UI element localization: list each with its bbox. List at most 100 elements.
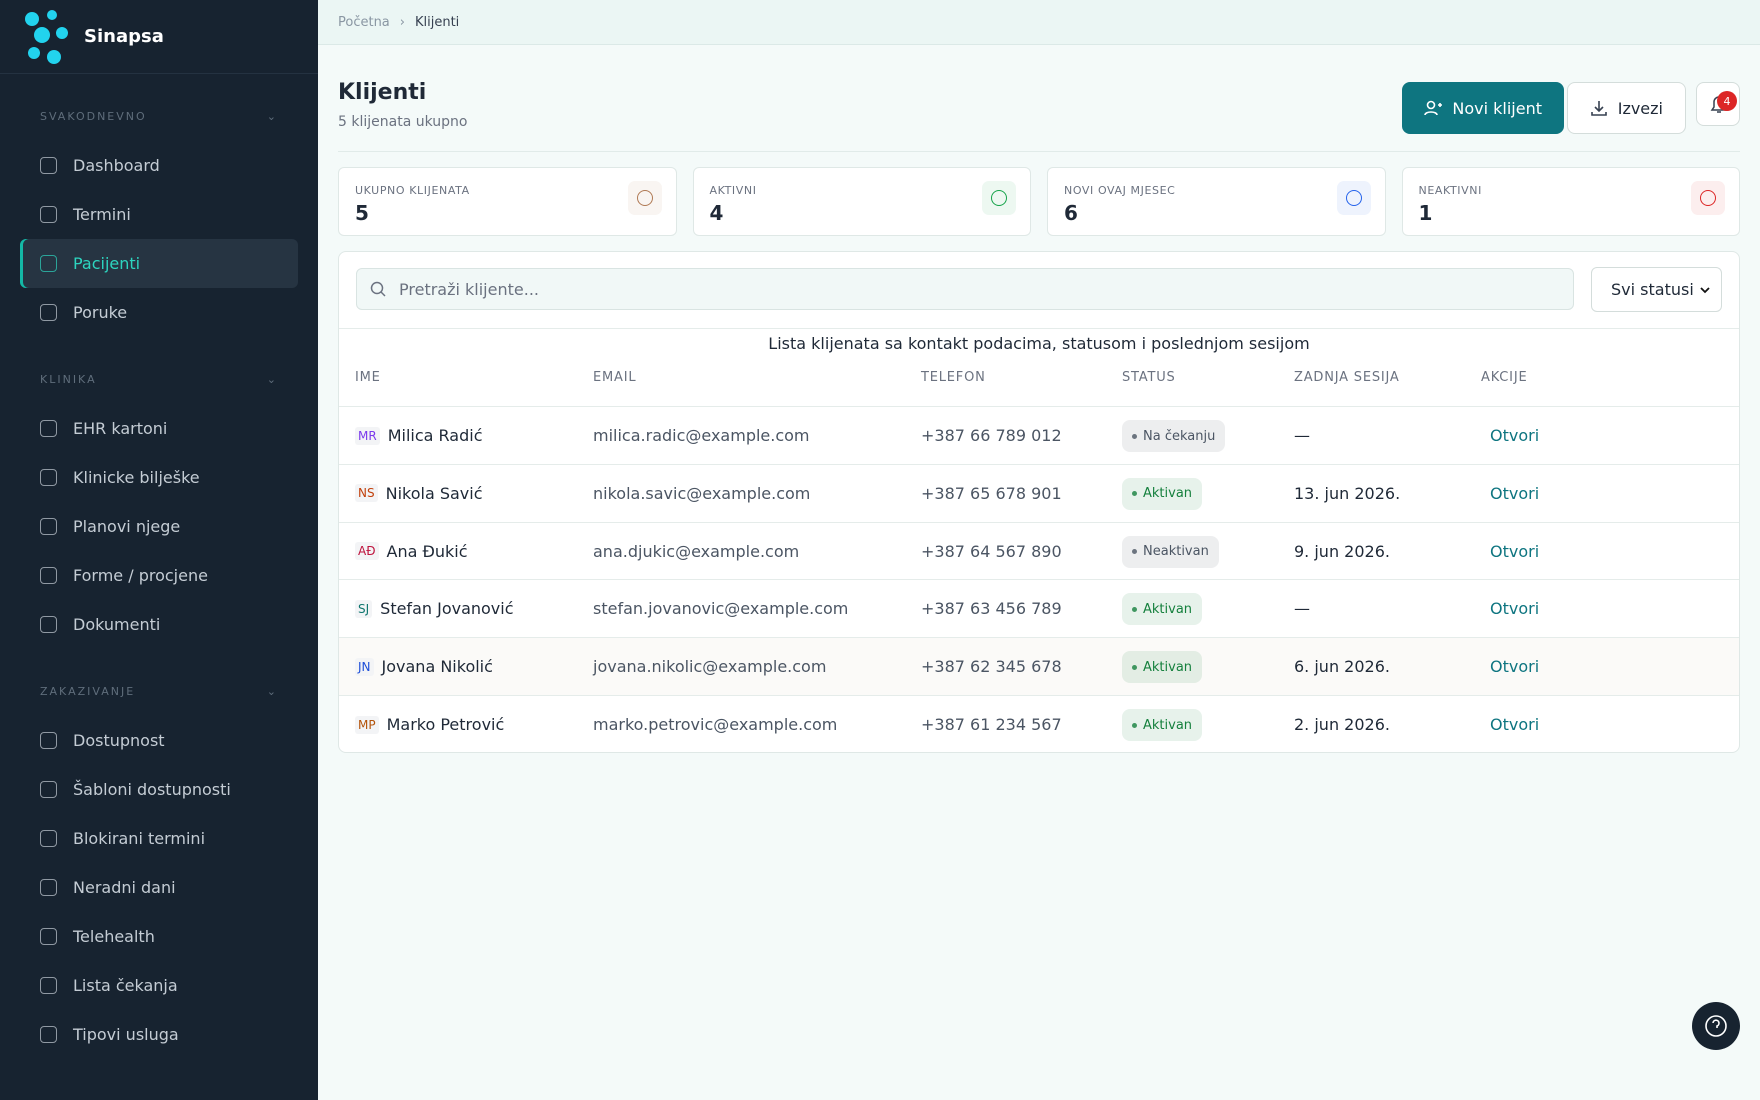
crumb: Klijenti [414,14,460,30]
column-header: IME [355,369,381,385]
section-title[interactable]: KLINIKA ⌄ [20,355,298,404]
nav-icon [40,616,57,633]
nav-label: Lista čekanja [73,976,178,995]
nav-item[interactable]: Telehealth [20,912,298,961]
nav-icon [40,732,57,749]
stat-value: 5 [355,201,369,225]
stat-value: 4 [709,201,724,225]
email: marko.petrovic@example.com [593,715,838,734]
nav-item[interactable]: Planovi njege [20,502,298,551]
nav-section: SVAKODNEVNO ⌄ Dashboard Termini Pacijenti Por… [0,92,318,337]
icon-ring [636,190,653,206]
stat-icon [627,181,662,215]
main: Početna › Klijenti Klijenti 5 klijenata uk… [318,0,1760,1100]
nav-label: Dostupnost [73,731,165,750]
nav-section: KLINIKA ⌄ EHR kartoni Klinicke bilješke Plan… [0,355,318,649]
phone: +387 64 567 890 [921,541,1062,561]
avatar: MR [355,426,380,445]
help-button[interactable] [1692,1002,1740,1050]
nav-item[interactable]: Lista čekanja [20,961,298,1010]
table-row: JN Jovana Nikolić jovana.nikolic@example.c… [339,637,1739,696]
stat-label: UKUPNO KLIJENATA [355,184,470,197]
nav-item[interactable]: Klinicke bilješke [20,453,298,502]
phone: +387 66 789 012 [921,426,1062,445]
open-link[interactable]: Otvori [1490,483,1540,503]
nav-label: Klinicke bilješke [73,468,200,487]
open-link[interactable]: Otvori [1490,657,1540,677]
nav-item[interactable]: Termini [20,190,298,239]
section-title[interactable]: SVAKODNEVNO ⌄ [20,92,298,141]
notifications-button[interactable]: 4 [1696,82,1740,126]
nav-item[interactable]: Neradni dani [20,863,298,912]
client-name: Jovana Nikolić [381,657,493,677]
nav-item[interactable]: Dokumenti [20,600,298,649]
client-name: Milica Radić [387,426,483,445]
nav-item[interactable]: Pacijenti [20,239,298,288]
nav-item[interactable]: Forme / procjene [20,551,298,600]
email: nikola.savic@example.com [593,483,811,503]
name-cell: MP Marko Petrović [355,696,504,753]
name-cell: JN Jovana Nikolić [355,638,493,695]
nav-icon [40,977,57,994]
nav-icon [40,469,57,486]
new-client-button[interactable]: Novi klijent [1402,82,1564,134]
status-label: Aktivan [1143,486,1193,502]
nav-item[interactable]: Poruke [20,288,298,337]
section-title[interactable]: ZAKAZIVANJE ⌄ [20,667,298,716]
table-row: MR Milica Radić milica.radic@example.com +3… [339,406,1739,464]
last-session: 2. jun 2026. [1294,715,1390,734]
search-input[interactable]: Pretraži klijente... [356,268,1574,310]
nav-icon [40,157,57,174]
nav-icon [40,420,57,437]
nav-label: Forme / procjene [73,566,208,585]
nav-item[interactable]: EHR kartoni [20,404,298,453]
last-session: — [1294,426,1310,445]
stat-icon [1691,181,1725,215]
client-table: Pretraži klijente... Svi statusi Lista k… [338,251,1740,753]
status-filter[interactable]: Svi statusi [1591,267,1722,312]
breadcrumb: Početna › Klijenti [318,0,1760,45]
avatar: JN [355,657,374,676]
nav-section: ZAKAZIVANJE ⌄ Dostupnost Šabloni dostupnost… [0,667,318,1059]
nav-label: Dashboard [73,156,160,175]
last-session: 6. jun 2026. [1294,657,1390,677]
nav-label: Blokirani termini [73,829,206,848]
avatar: SJ [355,599,373,618]
phone: +387 62 345 678 [921,657,1062,677]
status-badge: Na čekanju [1122,420,1226,452]
nav-item[interactable]: Blokirani termini [20,814,298,863]
nav-icon [40,928,57,945]
chevron: ⌄ [266,685,278,698]
phone: +387 63 456 789 [921,599,1062,619]
export-button[interactable]: Izvezi [1566,82,1686,134]
open-link[interactable]: Otvori [1490,426,1540,445]
nav-label: Telehealth [73,927,155,946]
email: ana.djukic@example.com [593,541,800,561]
open-link[interactable]: Otvori [1490,715,1540,734]
icon [370,281,386,297]
open-link[interactable]: Otvori [1490,541,1540,561]
nav-item[interactable]: Dostupnost [20,716,298,765]
client-name: Nikola Savić [385,483,483,503]
crumb[interactable]: Početna [338,14,390,30]
open-link[interactable]: Otvori [1490,599,1540,619]
nav-label: EHR kartoni [73,419,168,438]
name-cell: NS Nikola Savić [355,465,483,522]
nav-item[interactable]: Dashboard [20,141,298,190]
label: Novi klijent [1452,98,1542,118]
icon [1705,1015,1727,1037]
nav-icon [40,1026,57,1043]
label: Izvezi [1617,98,1663,118]
logo[interactable]: Sinapsa [0,0,318,74]
stats: UKUPNO KLIJENATA 5 AKTIVNI 4 NOVI OVAJ MJESE… [338,167,1740,236]
name-cell: AĐ Ana Đukić [355,523,468,580]
status-label: Aktivan [1143,717,1193,733]
status-dot [1132,606,1137,612]
icon-ring [1700,190,1716,206]
nav-item[interactable]: Tipovi usluga [20,1010,298,1059]
header: Klijenti 5 klijenata ukupno Novi klijent… [338,78,1740,152]
nav-icon [40,518,57,535]
avatar: NS [355,484,378,503]
nav-item[interactable]: Šabloni dostupnosti [20,765,298,814]
